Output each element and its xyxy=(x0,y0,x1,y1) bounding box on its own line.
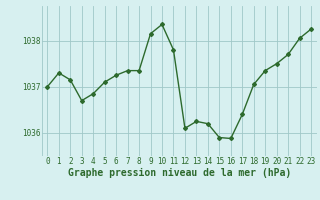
X-axis label: Graphe pression niveau de la mer (hPa): Graphe pression niveau de la mer (hPa) xyxy=(68,168,291,178)
